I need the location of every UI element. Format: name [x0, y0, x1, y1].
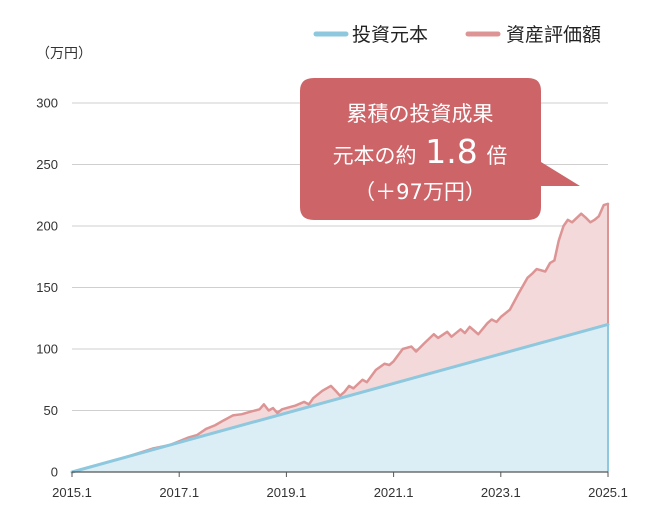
callout-line-3: （＋97万円）	[354, 180, 486, 204]
callout-line-2: 元本の約 1.8 倍	[333, 132, 508, 171]
x-tick-label: 2025.1	[588, 485, 628, 500]
axis-layer	[71, 471, 609, 477]
y-tick-label: 150	[36, 280, 58, 295]
callout-annotation: 累積の投資成果 元本の約 1.8 倍 （＋97万円）	[300, 78, 580, 220]
x-tick-label: 2015.1	[52, 485, 92, 500]
y-tick-label: 0	[51, 465, 58, 480]
callout-line-1: 累積の投資成果	[347, 102, 494, 126]
x-tick-label: 2017.1	[159, 485, 199, 500]
tick-layer: 0 50 100 150 200 250 300 2015.1 2017.1 2019.1 2021…	[36, 96, 628, 501]
y-tick-label: 250	[36, 157, 58, 172]
legend-label-principal: 投資元本	[352, 24, 428, 46]
x-tick-label: 2023.1	[481, 485, 521, 500]
callout-line-2-prefix: 元本の約	[333, 144, 417, 168]
y-tick-label: 100	[36, 342, 58, 357]
y-axis-unit-label: （万円）	[36, 46, 92, 62]
legend: 投資元本 資産評価額	[313, 24, 601, 46]
series-line-asset-value	[70, 202, 610, 474]
legend-label-asset-value: 資産評価額	[506, 24, 601, 46]
y-tick-label: 200	[36, 219, 58, 234]
area-layer	[70, 202, 610, 474]
callout-line-2-suffix: 倍	[486, 144, 507, 168]
callout-line-2-number: 1.8	[425, 132, 477, 171]
x-tick-label: 2019.1	[267, 485, 307, 500]
x-tick-label: 2021.1	[374, 485, 414, 500]
y-tick-label: 300	[36, 96, 58, 111]
y-tick-label: 50	[44, 403, 58, 418]
callout-bubble	[300, 78, 580, 220]
series-line-principal	[70, 322, 610, 474]
